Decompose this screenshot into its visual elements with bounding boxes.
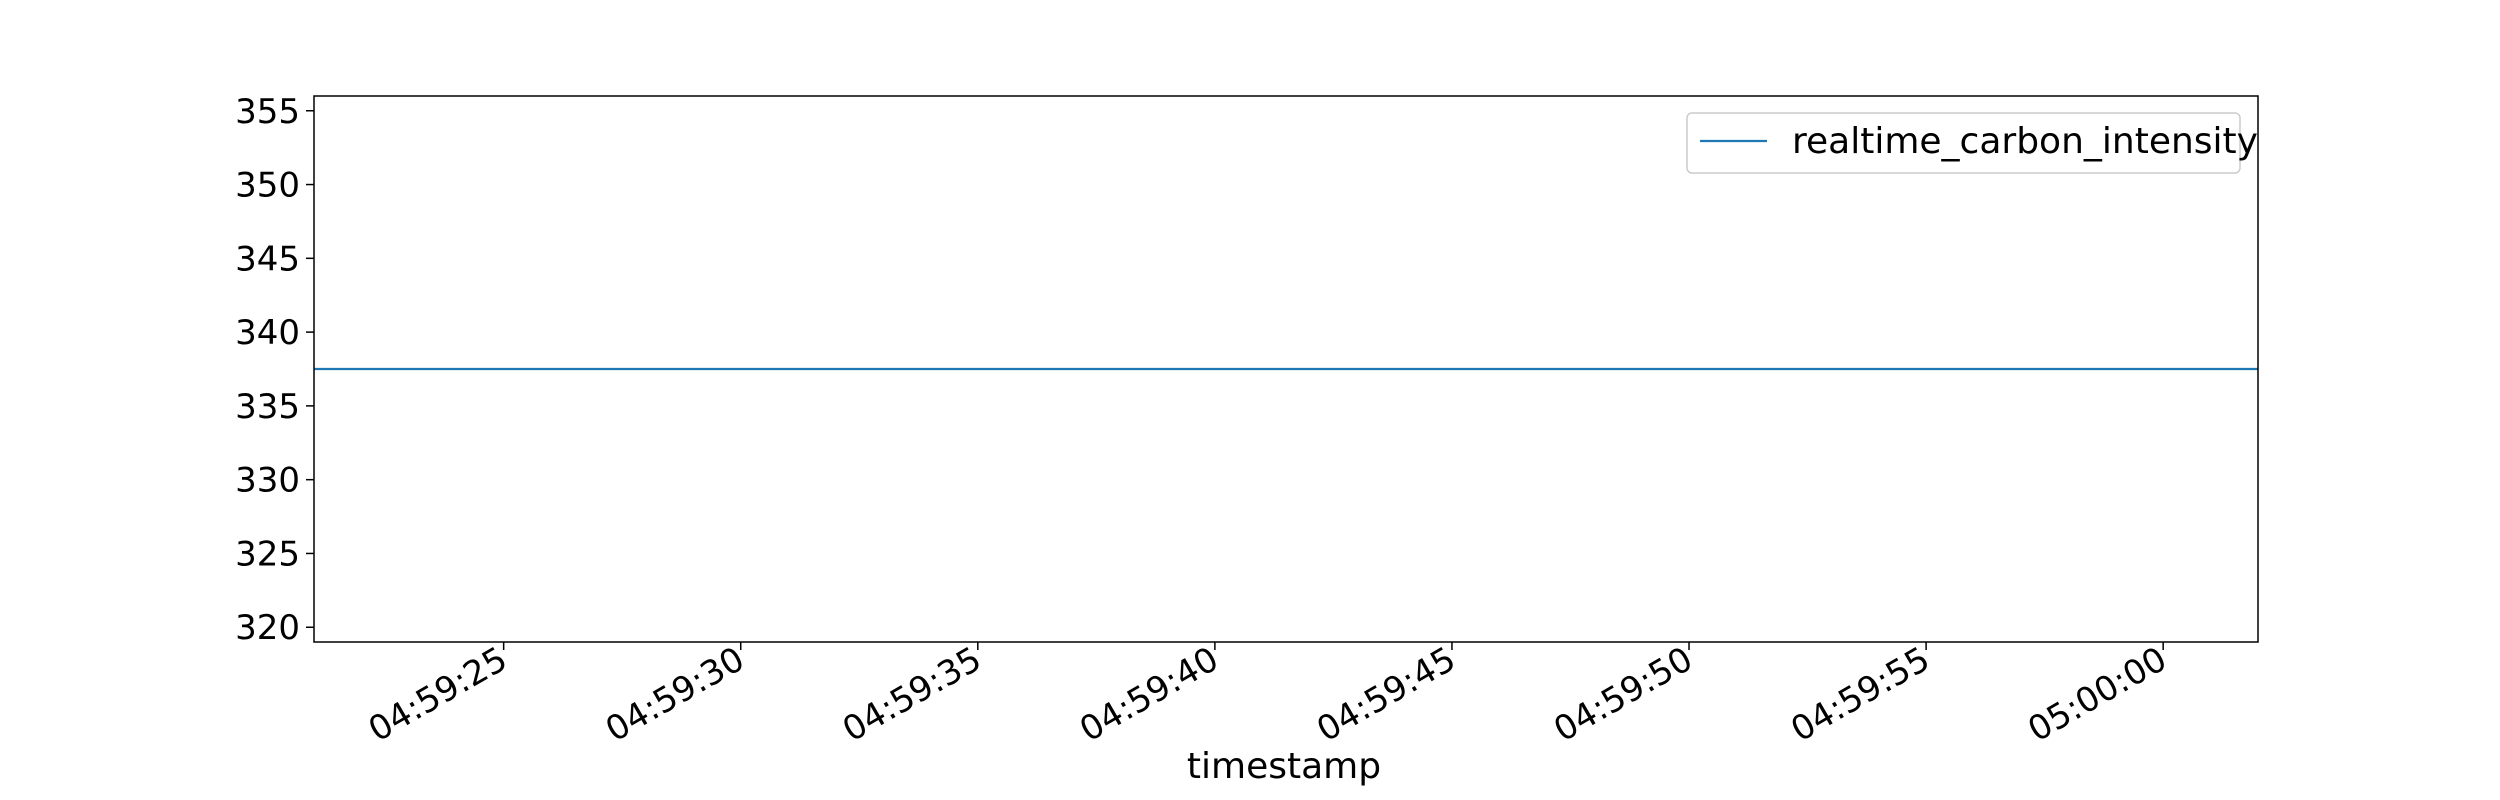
y-tick-label: 325 <box>235 534 300 574</box>
y-tick-label: 340 <box>235 313 300 353</box>
x-tick-label: 04:59:30 <box>599 639 751 750</box>
x-tick-label: 04:59:35 <box>836 639 988 750</box>
x-tick-label: 04:59:50 <box>1547 639 1699 750</box>
y-tick-label: 345 <box>235 239 300 279</box>
y-axis: 320 325 330 335 340 345 350 355 <box>235 92 314 648</box>
plot-frame <box>313 95 2259 643</box>
y-tick-label: 335 <box>235 387 300 427</box>
x-tick-label: 04:59:40 <box>1073 639 1225 750</box>
x-tick-label: 05:00:00 <box>2021 639 2173 750</box>
x-tick-label: 04:59:45 <box>1310 639 1462 750</box>
legend-label: realtime_carbon_intensity <box>1792 121 2258 162</box>
plot-area <box>313 95 2259 643</box>
y-tick-label: 320 <box>235 608 300 648</box>
x-tick-label: 04:59:25 <box>362 639 514 750</box>
legend-box <box>1686 112 2241 174</box>
x-tick-label: 04:59:55 <box>1784 639 1936 750</box>
x-axis-title: timestamp <box>1187 746 1381 787</box>
y-tick-label: 350 <box>235 166 300 206</box>
legend: realtime_carbon_intensity <box>1686 112 2258 174</box>
y-tick-label: 355 <box>235 92 300 132</box>
y-tick-label: 330 <box>235 461 300 501</box>
x-axis: 04:59:25 04:59:30 04:59:35 04:59:40 04:59:45… <box>362 639 2174 750</box>
